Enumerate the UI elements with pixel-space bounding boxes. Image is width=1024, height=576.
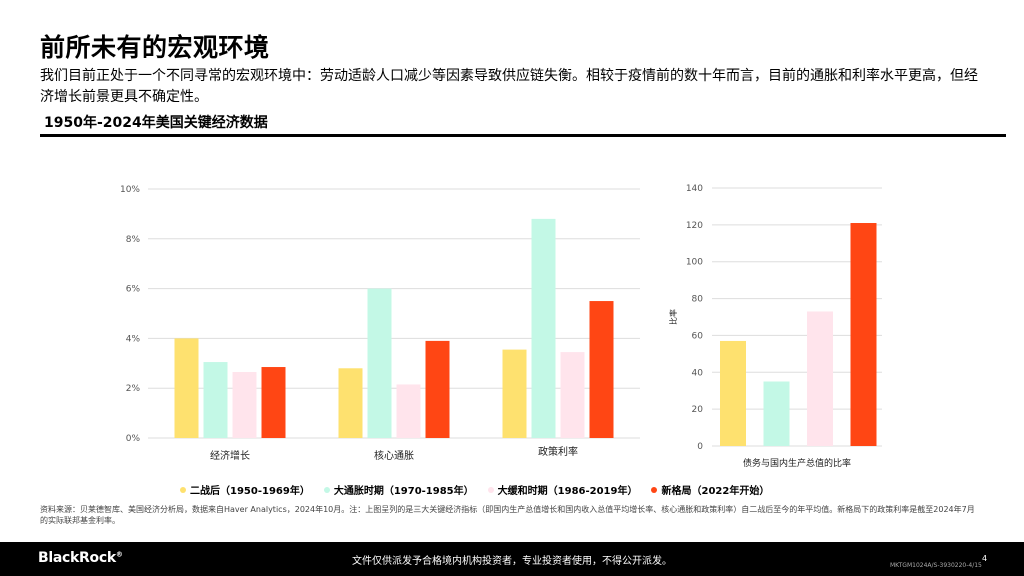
y-tick-label: 140 (686, 184, 703, 194)
x-category-label: 核心通胀 (374, 449, 414, 462)
y-tick-label: 80 (692, 295, 704, 305)
y-tick-label: 120 (686, 221, 703, 231)
bar-postwar (502, 349, 527, 438)
x-axis-label: 债务与国内生产总值的比率 (743, 457, 851, 469)
chart-legend: 二战后（1950-1969年） 大通胀时期（1970-1985年） 大缓和时期（… (180, 482, 769, 497)
brand-logo: BlackRock® (38, 550, 123, 566)
x-category-label: 经济增长 (210, 449, 250, 462)
y-tick-label: 4% (126, 334, 141, 344)
page-number: 4 (982, 554, 988, 563)
page-subtitle: 我们目前正处于一个不同寻常的宏观环境中：劳动适龄人口减少等因素导致供应链失衡。相… (40, 68, 978, 105)
bar-moderation (560, 352, 585, 438)
legend-label: 新格局（2022年开始） (661, 486, 770, 497)
legend-label: 二战后（1950-1969年） (190, 486, 310, 497)
y-tick-label: 6% (126, 285, 141, 295)
legend-item-moderation: 大缓和时期（1986-2019年） (487, 482, 638, 497)
bar-new-regime (261, 367, 286, 438)
y-axis-label: 比率 (668, 309, 678, 325)
bar-new-regime (589, 301, 614, 438)
bar-inflation (763, 381, 790, 446)
page-title: 前所未有的宏观环境 (40, 33, 270, 62)
legend-label: 大通胀时期（1970-1985年） (333, 486, 474, 497)
economic-indicators-chart: 0% 2% 4% 6% 8% 10% 经济增长 核心通胀 政策利率 (120, 185, 640, 462)
y-tick-label: 20 (692, 405, 704, 415)
y-tick-label: 40 (692, 368, 704, 378)
legend-swatch-postwar (180, 486, 186, 493)
x-category-label: 政策利率 (538, 445, 578, 458)
section-title: 1950年-2024年美国关键经济数据 (44, 115, 268, 131)
source-note: 资料来源：贝莱德智库、美国经济分析局，数据来自Haver Analytics，2… (40, 505, 975, 525)
document-code: MKTGM1024A/S-3930220-4/15 (890, 562, 982, 569)
title-divider (40, 134, 1006, 137)
legend-swatch-inflation (323, 486, 330, 493)
footer-disclaimer: 文件仅供派发予合格境内机构投资者，专业投资者使用，不得公开派发。 (352, 556, 672, 567)
bar-postwar (338, 368, 363, 438)
y-tick-label: 0 (697, 442, 703, 452)
y-tick-label: 0% (126, 434, 141, 444)
bar-moderation (232, 372, 257, 438)
brand-mark: ® (115, 550, 123, 559)
y-tick-label: 100 (686, 258, 703, 268)
bar-inflation (203, 362, 228, 438)
legend-swatch-new-regime (651, 486, 658, 493)
legend-item-inflation: 大通胀时期（1970-1985年） (323, 482, 474, 497)
bar-postwar (720, 340, 746, 446)
legend-item-postwar: 二战后（1950-1969年） (180, 482, 310, 497)
bar-postwar (174, 338, 199, 438)
legend-label: 大缓和时期（1986-2019年） (497, 486, 638, 497)
bar-moderation (396, 384, 421, 438)
bar-inflation (367, 288, 392, 438)
y-tick-label: 60 (692, 331, 704, 341)
y-tick-label: 2% (126, 384, 141, 394)
legend-item-new-regime: 新格局（2022年开始） (651, 482, 769, 497)
brand-name: BlackRock (38, 550, 116, 566)
footer-bar: BlackRock® 文件仅供派发予合格境内机构投资者，专业投资者使用，不得公开… (0, 542, 1024, 576)
bar-inflation (531, 218, 556, 438)
bar-new-regime (850, 223, 877, 446)
bar-moderation (807, 311, 833, 446)
y-tick-label: 10% (120, 185, 140, 195)
y-tick-label: 8% (126, 235, 141, 245)
bar-new-regime (425, 340, 450, 438)
legend-swatch-moderation (487, 486, 494, 493)
